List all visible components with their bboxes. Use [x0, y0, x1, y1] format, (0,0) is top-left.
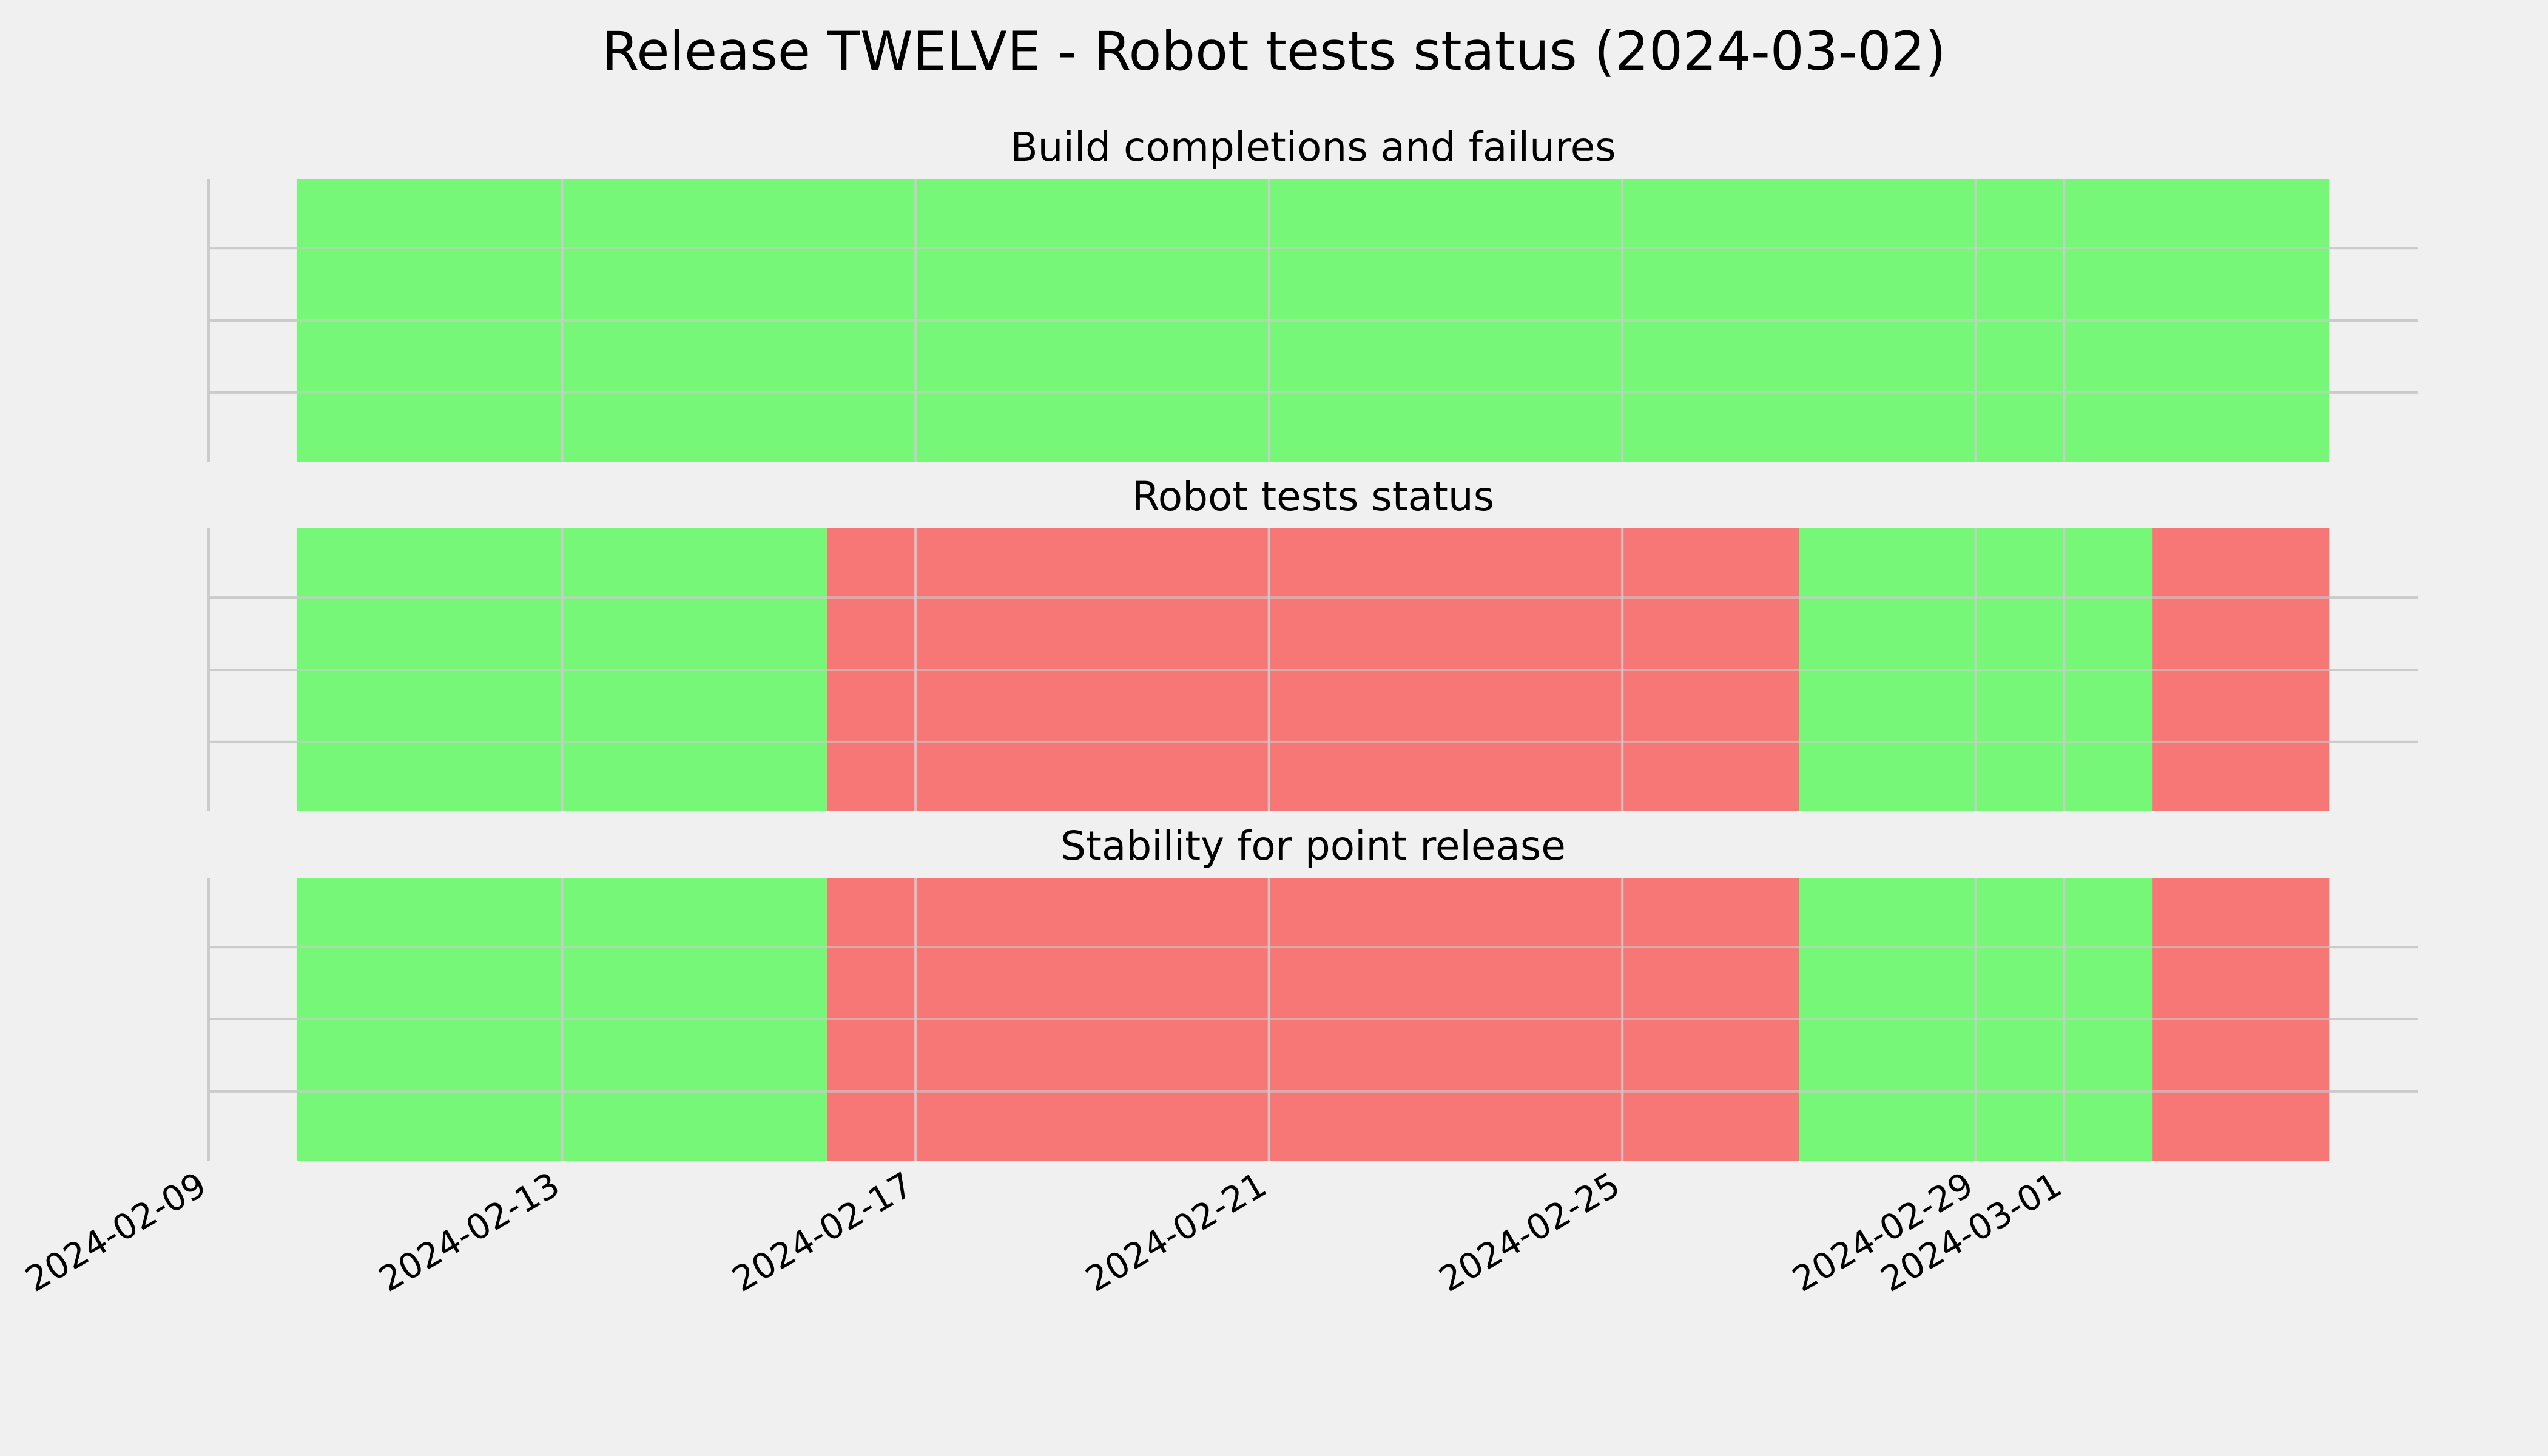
panel-3: Stability for point release: [207, 823, 2418, 1161]
chart-panels: Build completions and failures Robot test…: [207, 124, 2418, 1161]
panel-title: Stability for point release: [1060, 823, 1566, 869]
figure-title: Release TWELVE - Robot tests status (202…: [602, 20, 1946, 83]
panel-2: Robot tests status: [207, 473, 2418, 811]
panel-title: Build completions and failures: [1010, 124, 1616, 170]
panel-1: Build completions and failures: [207, 124, 2418, 462]
panel-title: Robot tests status: [1132, 473, 1494, 520]
